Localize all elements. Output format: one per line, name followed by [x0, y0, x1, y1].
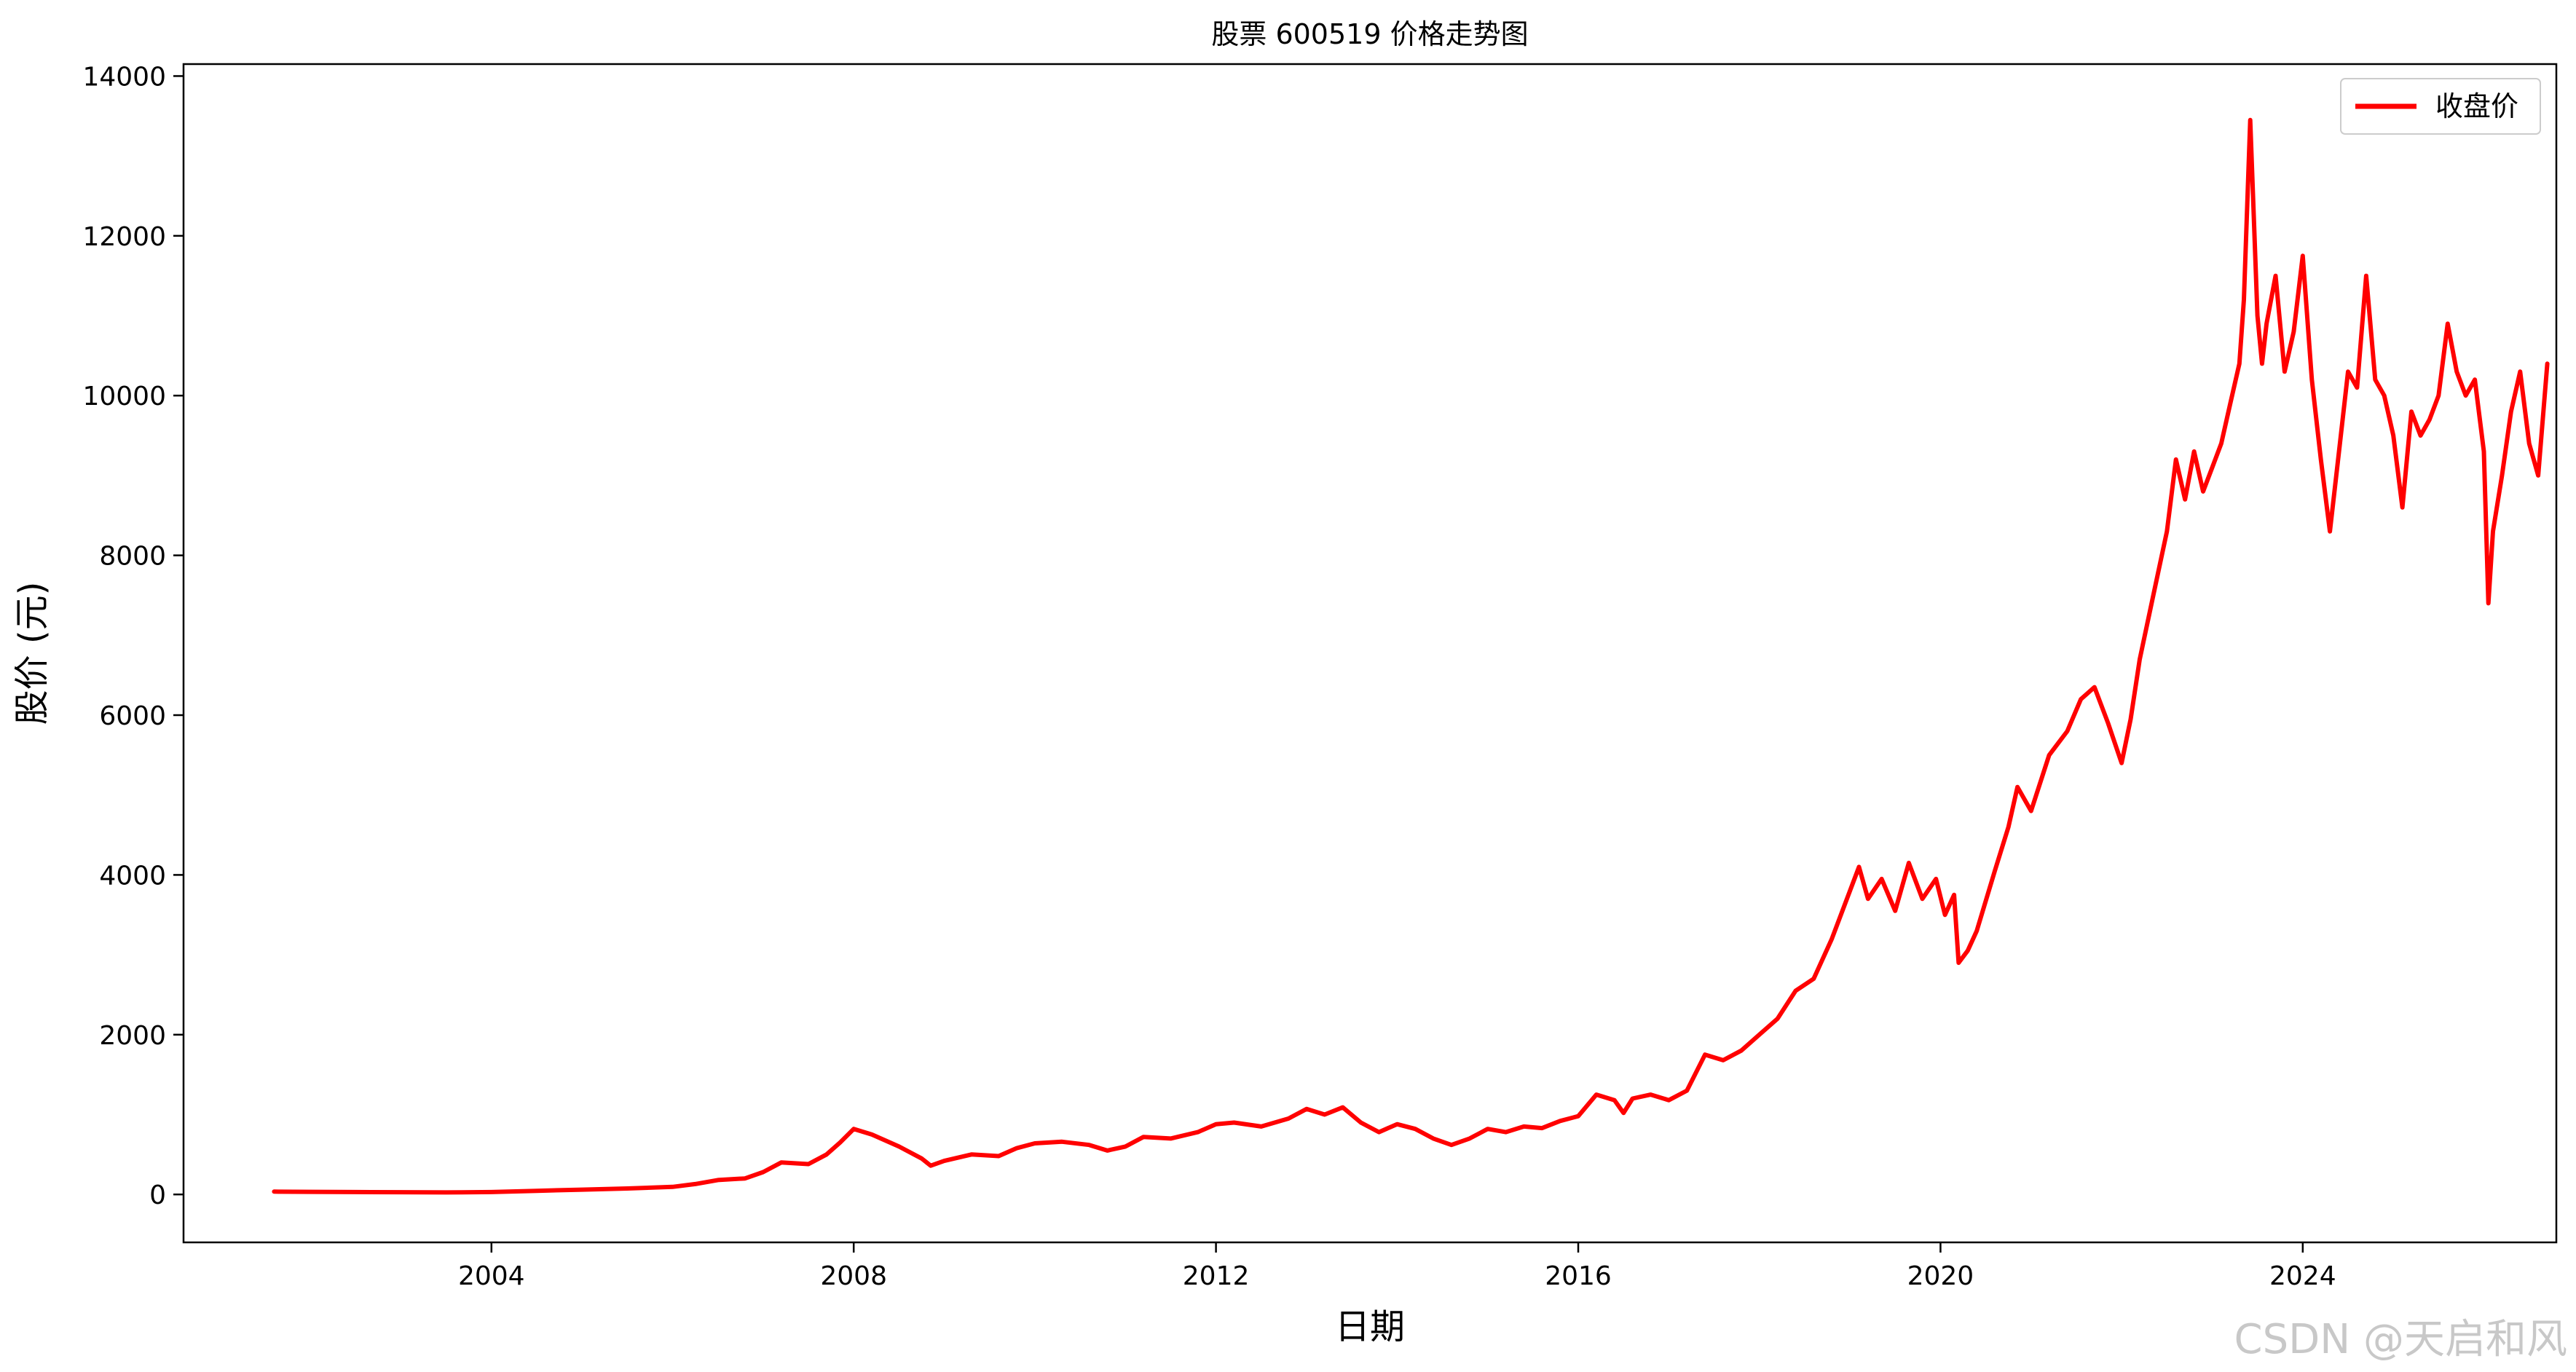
legend: 收盘价 [2340, 78, 2541, 135]
y-tick-label: 4000 [99, 861, 166, 891]
series-line-close-price [272, 117, 2550, 1195]
y-tick-label: 2000 [99, 1021, 166, 1051]
x-tick-label: 2020 [1907, 1261, 1974, 1291]
y-tick-label: 0 [149, 1180, 166, 1210]
y-tick-label: 12000 [82, 222, 166, 252]
y-axis-title: 股价 (元) [12, 582, 52, 725]
x-tick-label: 2004 [458, 1261, 525, 1291]
x-axis-title: 日期 [1335, 1306, 1405, 1347]
x-tick-label: 2024 [2269, 1261, 2336, 1291]
chart-title: 股票 600519 价格走势图 [1211, 18, 1528, 50]
legend-box [2340, 78, 2541, 135]
watermark: CSDN @天启和风 [2234, 1316, 2567, 1363]
y-tick-label: 14000 [82, 62, 166, 92]
x-tick-label: 2008 [820, 1261, 887, 1291]
y-tick-label: 8000 [99, 542, 166, 572]
y-axis-ticks: 0 2000 4000 6000 8000 10000 12000 14000 [82, 62, 184, 1210]
plot-frame [182, 63, 2558, 1244]
y-tick-label: 10000 [82, 382, 166, 411]
y-tick-label: 6000 [99, 701, 166, 731]
legend-label: 收盘价 [2435, 90, 2518, 122]
x-axis-ticks: 2004 2008 2012 2016 2020 2024 [458, 1242, 2336, 1291]
x-tick-label: 2012 [1183, 1261, 1250, 1291]
x-tick-label: 2016 [1545, 1261, 1612, 1291]
